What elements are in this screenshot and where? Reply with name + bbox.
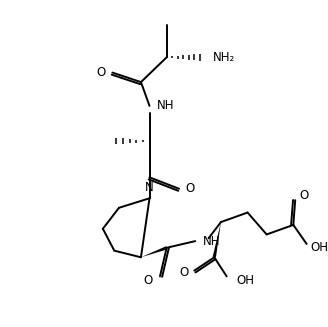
Text: O: O: [179, 266, 189, 279]
Polygon shape: [213, 222, 221, 258]
Text: O: O: [186, 182, 195, 195]
Text: NH: NH: [157, 99, 174, 112]
Text: NH₂: NH₂: [213, 51, 236, 64]
Polygon shape: [141, 246, 167, 257]
Text: OH: OH: [236, 274, 254, 287]
Text: O: O: [299, 189, 308, 202]
Text: OH: OH: [311, 241, 328, 254]
Text: N: N: [145, 181, 154, 195]
Text: NH: NH: [203, 234, 220, 248]
Text: O: O: [96, 66, 106, 79]
Text: O: O: [143, 274, 153, 287]
